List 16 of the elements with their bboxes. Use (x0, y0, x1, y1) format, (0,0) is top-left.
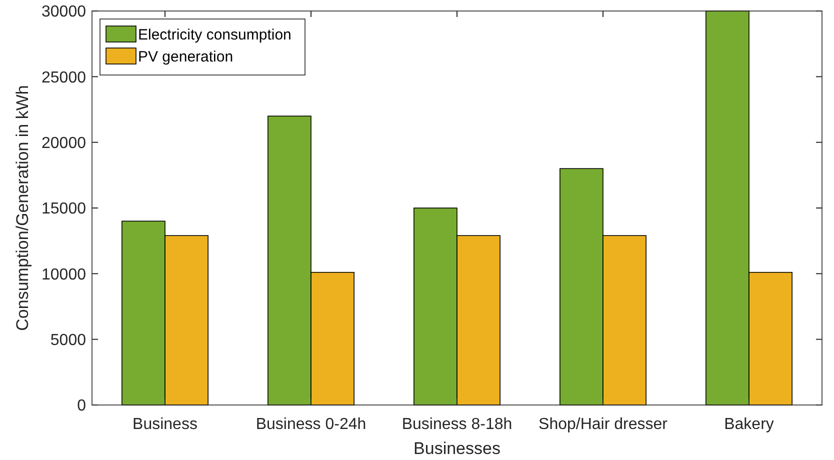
y-tick-label: 25000 (42, 69, 86, 86)
x-tick-label: Bakery (724, 416, 774, 433)
legend-label: Electricity consumption (138, 26, 292, 44)
y-tick-label: 20000 (42, 134, 86, 152)
y-tick-label: 5000 (50, 332, 86, 349)
x-axis-title: Businesses (414, 439, 500, 458)
legend-label: PV generation (138, 48, 234, 66)
y-tick-label: 30000 (42, 4, 86, 21)
x-tick-label: Shop/Hair dresser (538, 416, 668, 433)
y-tick-label: 15000 (42, 200, 86, 218)
x-tick-label: Business 0-24h (256, 416, 366, 433)
x-tick-label: Business 8-18h (402, 416, 512, 433)
y-tick-label: 0 (77, 398, 86, 415)
x-tick-label: Business (132, 416, 198, 433)
y-axis-title: Consumption/Generation in kWh (13, 85, 32, 331)
y-tick-label: 10000 (42, 266, 86, 284)
